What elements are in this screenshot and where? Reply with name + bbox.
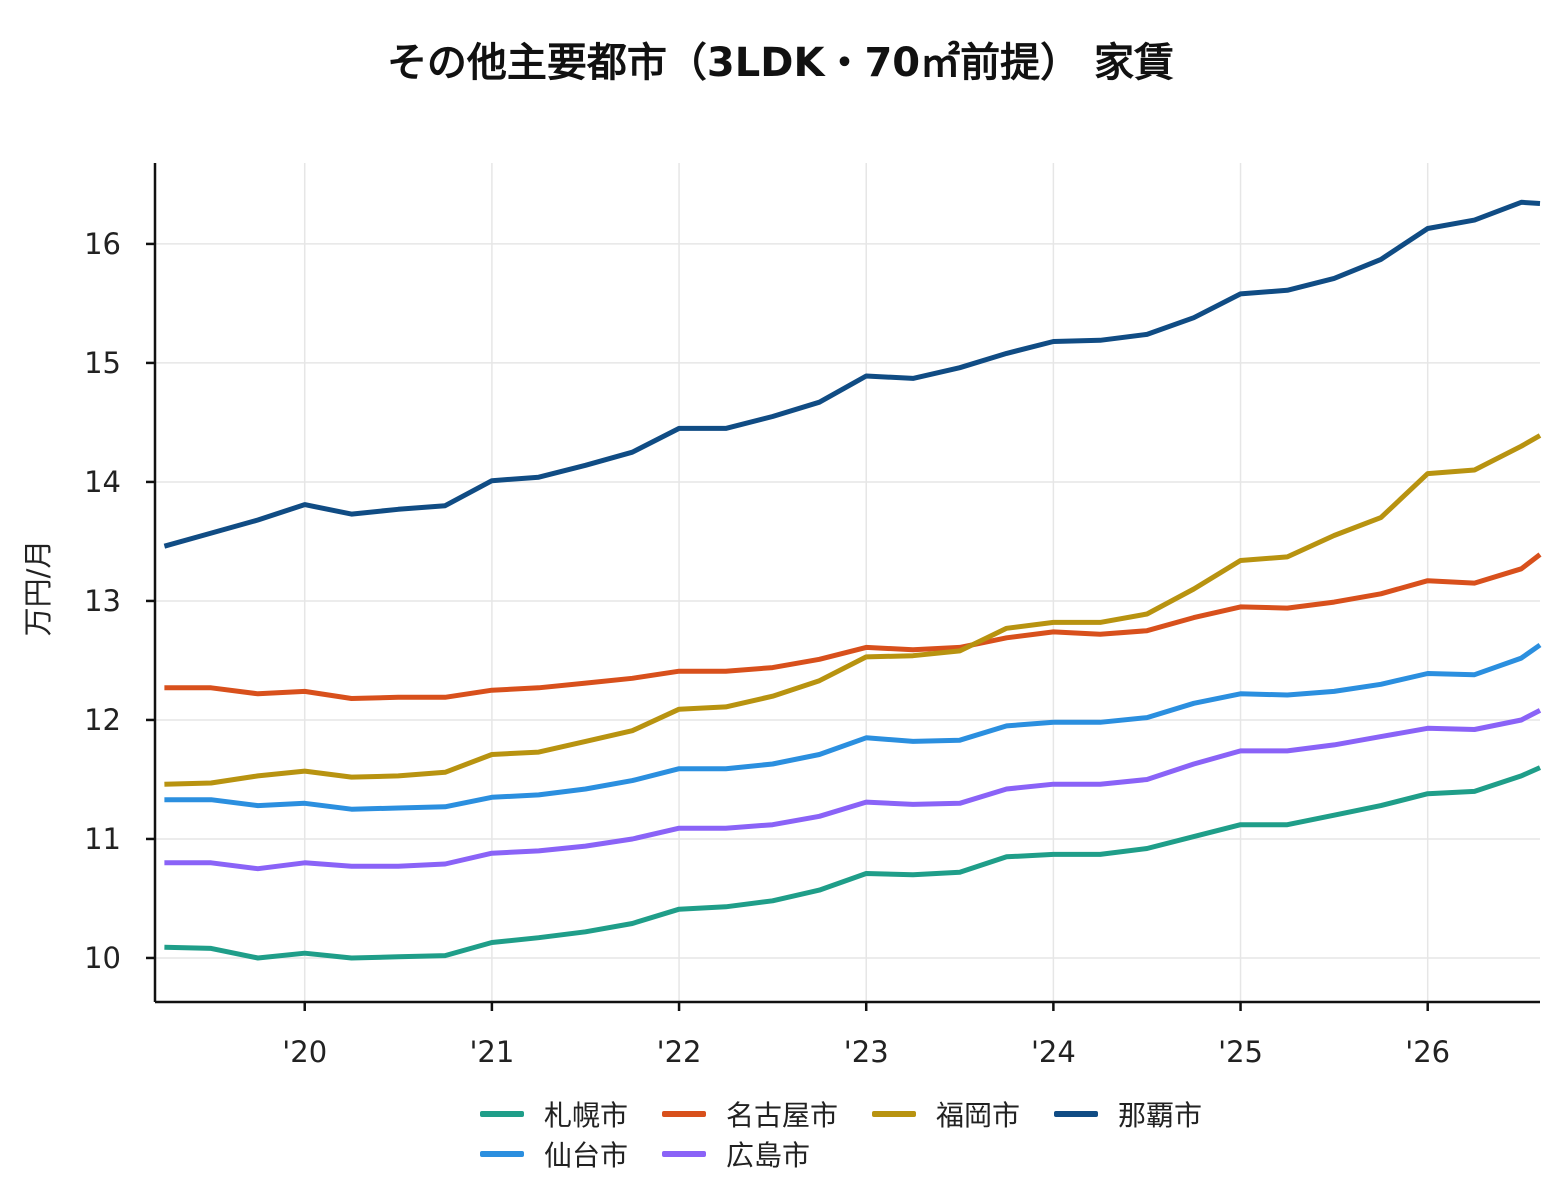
x-tick-label: '26: [1405, 1035, 1450, 1069]
chart-title: その他主要都市（3LDK・70㎡前提） 家賃: [386, 40, 1175, 86]
legend-swatch: [872, 1111, 917, 1117]
legend-label: 名古屋市: [726, 1099, 839, 1132]
grid-lines: [155, 163, 1540, 1002]
series-layer: [163, 199, 1542, 961]
tick-labels: 10 11 12 13 14 15 16 '20 '21 '22 '23 '24 '25 '26: [84, 227, 1450, 1069]
legend-swatch: [662, 1111, 707, 1117]
x-tick-label: '24: [1031, 1035, 1076, 1069]
x-tick-label: '23: [844, 1035, 889, 1069]
legend-swatch: [662, 1151, 707, 1157]
series-line-3: [164, 552, 1542, 701]
legend-swatch: [480, 1111, 524, 1117]
legend-item: 札幌市: [480, 1094, 628, 1134]
legend-item: 福岡市: [872, 1094, 1020, 1134]
legend-label: 那覇市: [1118, 1099, 1203, 1132]
x-tick-label: '21: [469, 1035, 514, 1069]
legend: 札幌市 名古屋市 福岡市 那覇市仙台市 広島市: [480, 1094, 1240, 1174]
legend-label: 仙台市: [544, 1139, 629, 1172]
y-axis-label: 万円/月: [21, 540, 55, 637]
legend-item: 名古屋市: [662, 1094, 838, 1134]
legend-item: 那覇市: [1054, 1094, 1202, 1134]
legend-label: 広島市: [726, 1139, 811, 1172]
y-tick-label: 13: [84, 584, 121, 618]
line-chart: 10 11 12 13 14 15 16 '20 '21 '22 '23 '24 '25 '26 万円/月: [21, 163, 1542, 1069]
y-tick-label: 12: [84, 703, 121, 737]
y-tick-label: 16: [84, 227, 121, 261]
series-line-5: [163, 199, 1541, 549]
y-tick-label: 10: [84, 941, 121, 975]
x-tick-label: '20: [282, 1035, 327, 1069]
series-line-1: [164, 642, 1542, 812]
legend-item: 仙台市: [480, 1134, 628, 1174]
legend-row: 札幌市 名古屋市 福岡市 那覇市: [480, 1094, 1240, 1134]
legend-swatch: [1054, 1111, 1099, 1117]
axes: [146, 163, 1540, 1011]
y-tick-label: 11: [84, 822, 121, 856]
y-tick-label: 15: [84, 346, 121, 380]
legend-row: 仙台市 広島市: [480, 1134, 1240, 1174]
y-tick-label: 14: [84, 465, 121, 499]
legend-item: 広島市: [662, 1134, 810, 1174]
series-line-4: [164, 433, 1542, 787]
legend-label: 福岡市: [936, 1099, 1021, 1132]
x-tick-label: '22: [657, 1035, 702, 1069]
legend-swatch: [480, 1151, 524, 1157]
x-tick-label: '25: [1218, 1035, 1263, 1069]
series-line-0: [164, 765, 1542, 961]
series-line-2: [164, 708, 1542, 872]
legend-label: 札幌市: [544, 1099, 629, 1132]
